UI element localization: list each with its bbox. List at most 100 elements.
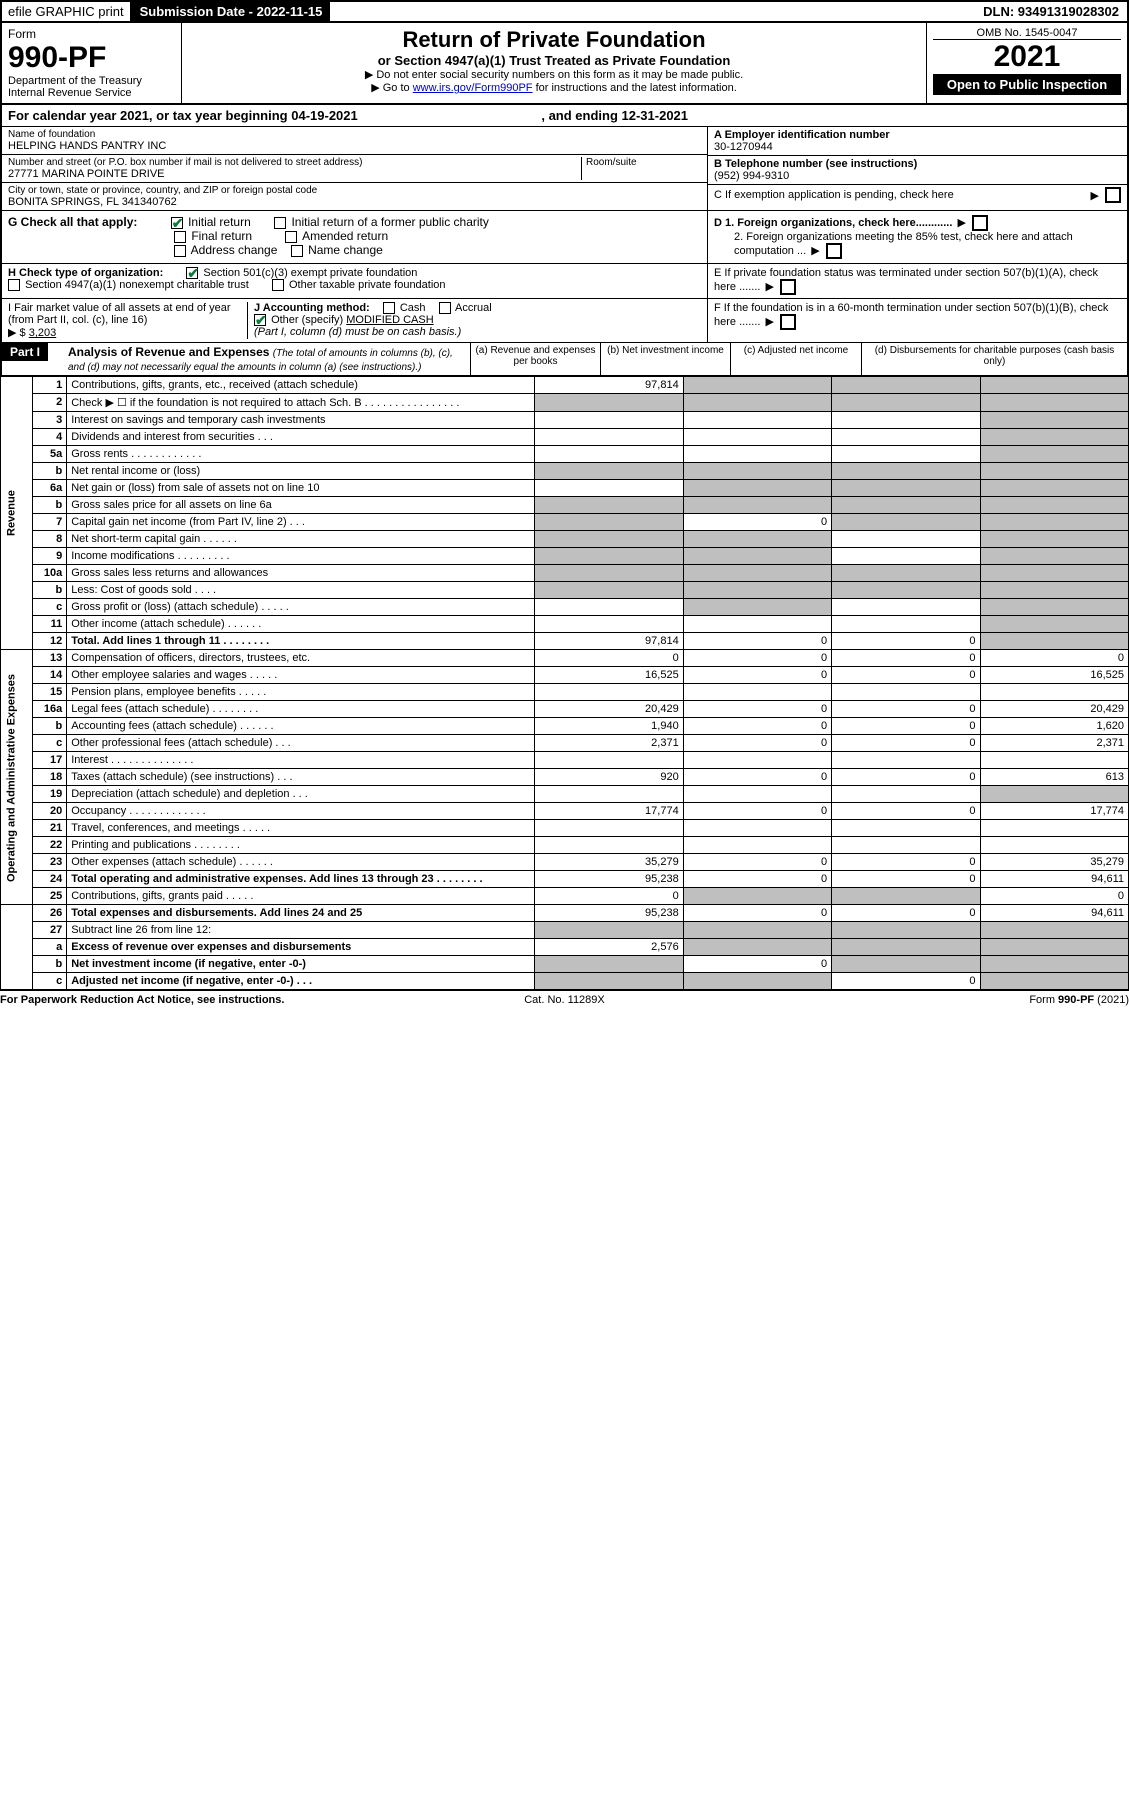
dept-irs: Internal Revenue Service [8, 87, 175, 99]
dln: DLN: 93491319028302 [975, 2, 1127, 21]
street-address: 27771 MARINA POINTE DRIVE [8, 168, 581, 180]
table-row: 10aGross sales less returns and allowanc… [1, 565, 1129, 582]
section-i-j: I Fair market value of all assets at end… [0, 299, 1129, 343]
col-b-val: 0 [683, 633, 831, 650]
col-c-val [832, 888, 980, 905]
line-desc: Less: Cost of goods sold . . . . [67, 582, 535, 599]
col-c-val [832, 497, 980, 514]
line-desc: Net investment income (if negative, ente… [67, 956, 535, 973]
col-c-val [832, 548, 980, 565]
chk-d2[interactable] [826, 243, 842, 259]
chk-other-taxable[interactable] [272, 279, 284, 291]
col-d-val [980, 820, 1128, 837]
chk-initial-former[interactable] [274, 217, 286, 229]
chk-501c3[interactable] [186, 267, 198, 279]
table-row: aExcess of revenue over expenses and dis… [1, 939, 1129, 956]
col-c-val: 0 [832, 735, 980, 752]
table-row: cAdjusted net income (if negative, enter… [1, 973, 1129, 990]
col-b-val [683, 752, 831, 769]
col-a: (a) Revenue and expenses per books [470, 343, 600, 375]
col-a-val: 95,238 [535, 905, 683, 922]
col-a-val [535, 463, 683, 480]
table-row: cOther professional fees (attach schedul… [1, 735, 1129, 752]
line-desc: Other income (attach schedule) . . . . .… [67, 616, 535, 633]
chk-name-change[interactable] [291, 245, 303, 257]
line-no: b [32, 718, 66, 735]
line-no: 25 [32, 888, 66, 905]
line-desc: Compensation of officers, directors, tru… [67, 650, 535, 667]
chk-final-return[interactable] [174, 231, 186, 243]
d2-label: 2. Foreign organizations meeting the 85%… [734, 231, 1073, 257]
line-desc: Depreciation (attach schedule) and deple… [67, 786, 535, 803]
col-d-val: 94,611 [980, 905, 1128, 922]
table-row: 8Net short-term capital gain . . . . . . [1, 531, 1129, 548]
col-b-val [683, 480, 831, 497]
line-no: 18 [32, 769, 66, 786]
table-row: 14Other employee salaries and wages . . … [1, 667, 1129, 684]
col-a-val [535, 480, 683, 497]
col-c-val [832, 837, 980, 854]
form-link[interactable]: www.irs.gov/Form990PF [413, 82, 533, 94]
chk-4947[interactable] [8, 279, 20, 291]
line-no: 13 [32, 650, 66, 667]
tax-year: 2021 [933, 40, 1121, 74]
col-d-val: 35,279 [980, 854, 1128, 871]
table-row: bNet investment income (if negative, ent… [1, 956, 1129, 973]
col-d-val: 94,611 [980, 871, 1128, 888]
col-a-val [535, 429, 683, 446]
col-a-val: 97,814 [535, 377, 683, 394]
table-row: 16aLegal fees (attach schedule) . . . . … [1, 701, 1129, 718]
name-label: Name of foundation [8, 129, 701, 140]
line-desc: Net gain or (loss) from sale of assets n… [67, 480, 535, 497]
col-c-val [832, 463, 980, 480]
chk-e[interactable] [780, 279, 796, 295]
table-row: bGross sales price for all assets on lin… [1, 497, 1129, 514]
col-c-val [832, 599, 980, 616]
col-b: (b) Net investment income [600, 343, 730, 375]
col-d-val [980, 684, 1128, 701]
chk-f[interactable] [780, 314, 796, 330]
col-b-val: 0 [683, 514, 831, 531]
col-a-val [535, 446, 683, 463]
line-desc: Taxes (attach schedule) (see instruction… [67, 769, 535, 786]
line-no: 15 [32, 684, 66, 701]
exemption-checkbox[interactable] [1105, 187, 1121, 203]
line-desc: Contributions, gifts, grants, etc., rece… [67, 377, 535, 394]
chk-cash[interactable] [383, 302, 395, 314]
col-a-val: 35,279 [535, 854, 683, 871]
col-c-val [832, 377, 980, 394]
col-c-val [832, 684, 980, 701]
line-desc: Gross sales less returns and allowances [67, 565, 535, 582]
col-d-val [980, 463, 1128, 480]
chk-other-specify[interactable] [254, 314, 266, 326]
col-c-val [832, 514, 980, 531]
chk-address-change[interactable] [174, 245, 186, 257]
table-row: 27Subtract line 26 from line 12: [1, 922, 1129, 939]
col-d-val: 1,620 [980, 718, 1128, 735]
chk-initial-return[interactable] [171, 217, 183, 229]
line-no: 26 [32, 905, 66, 922]
line-desc: Other expenses (attach schedule) . . . .… [67, 854, 535, 871]
table-row: 22Printing and publications . . . . . . … [1, 837, 1129, 854]
line-desc: Other employee salaries and wages . . . … [67, 667, 535, 684]
table-row: Operating and Administrative Expenses13C… [1, 650, 1129, 667]
col-b-val: 0 [683, 667, 831, 684]
col-a-val: 95,238 [535, 871, 683, 888]
line-desc: Total. Add lines 1 through 11 . . . . . … [67, 633, 535, 650]
col-a-val: 20,429 [535, 701, 683, 718]
line-no: 10a [32, 565, 66, 582]
chk-amended-return[interactable] [285, 231, 297, 243]
line-no: 11 [32, 616, 66, 633]
g-label: G Check all that apply: [8, 215, 137, 229]
col-a-val [535, 956, 683, 973]
col-c-val [832, 565, 980, 582]
chk-accrual[interactable] [439, 302, 451, 314]
col-a-val: 0 [535, 888, 683, 905]
line-no: 24 [32, 871, 66, 888]
section-h: H Check type of organization: Section 50… [0, 264, 1129, 299]
room-label: Room/suite [586, 157, 701, 168]
form-title: Return of Private Foundation [188, 27, 920, 53]
col-a-val [535, 616, 683, 633]
chk-d1[interactable] [972, 215, 988, 231]
city-state-zip: BONITA SPRINGS, FL 341340762 [8, 196, 701, 208]
